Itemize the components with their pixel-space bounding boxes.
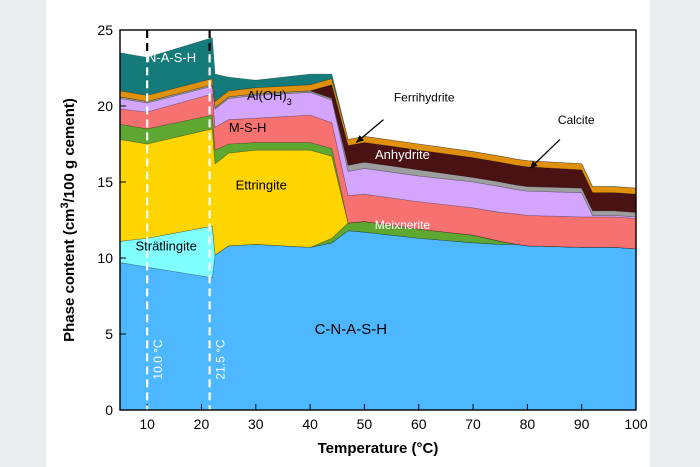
label-n-a-s-h: N-A-S-H (147, 50, 196, 65)
x-tick-label: 100 (624, 416, 648, 432)
label-meixnerite: Meixnerite (375, 218, 431, 232)
label-al-oh-3: Al(OH)3 (247, 88, 292, 107)
x-tick-label: 60 (411, 416, 427, 432)
y-tick-label: 25 (97, 22, 113, 38)
plot-frame (119, 29, 637, 411)
annotation-arrowhead (530, 160, 538, 169)
area-n-a-s-h (119, 37, 637, 189)
label-ettringite: Ettringite (236, 178, 287, 193)
y-axis-label: Phase content (cm3/100 g cement) (59, 98, 78, 342)
x-tick-label: 30 (248, 416, 264, 432)
temperature-marker-label: 10.0 °C (151, 339, 165, 379)
label-str-tlingite: Strätlingite (135, 238, 196, 253)
x-tick-label: 90 (574, 416, 590, 432)
x-tick-label: 70 (465, 416, 481, 432)
x-axis-label: Temperature (°C) (318, 440, 439, 457)
label-anhydrite: Anhydrite (375, 147, 430, 162)
label-m-s-h: M-S-H (229, 120, 267, 135)
y-tick-label: 0 (105, 402, 113, 418)
chart-canvas: 10 20 30 40 50 60 70 80 90 100 0 5 10 15 20 25 10.0 °C 2… (46, 0, 650, 467)
annotation-arrowhead (356, 135, 365, 143)
chart-svg: 10 20 30 40 50 60 70 80 90 100 0 5 10 15 20 25 10.0 °C 2… (59, 22, 648, 457)
y-tick-label: 15 (97, 174, 113, 190)
y-tick-label: 20 (97, 98, 113, 114)
x-tick-label: 20 (194, 416, 210, 432)
label-c-n-a-s-h: C-N-A-S-H (315, 321, 388, 338)
y-tick-label: 5 (105, 326, 113, 342)
y-tick-label: 10 (97, 250, 113, 266)
x-tick-label: 40 (302, 416, 318, 432)
temperature-marker-label: 21.5 °C (214, 339, 228, 379)
x-tick-label: 50 (357, 416, 373, 432)
label-ferrihydrite: Ferrihydrite (394, 90, 455, 104)
x-tick-label: 80 (520, 416, 536, 432)
label-calcite: Calcite (558, 113, 595, 127)
x-tick-label: 10 (139, 416, 155, 432)
